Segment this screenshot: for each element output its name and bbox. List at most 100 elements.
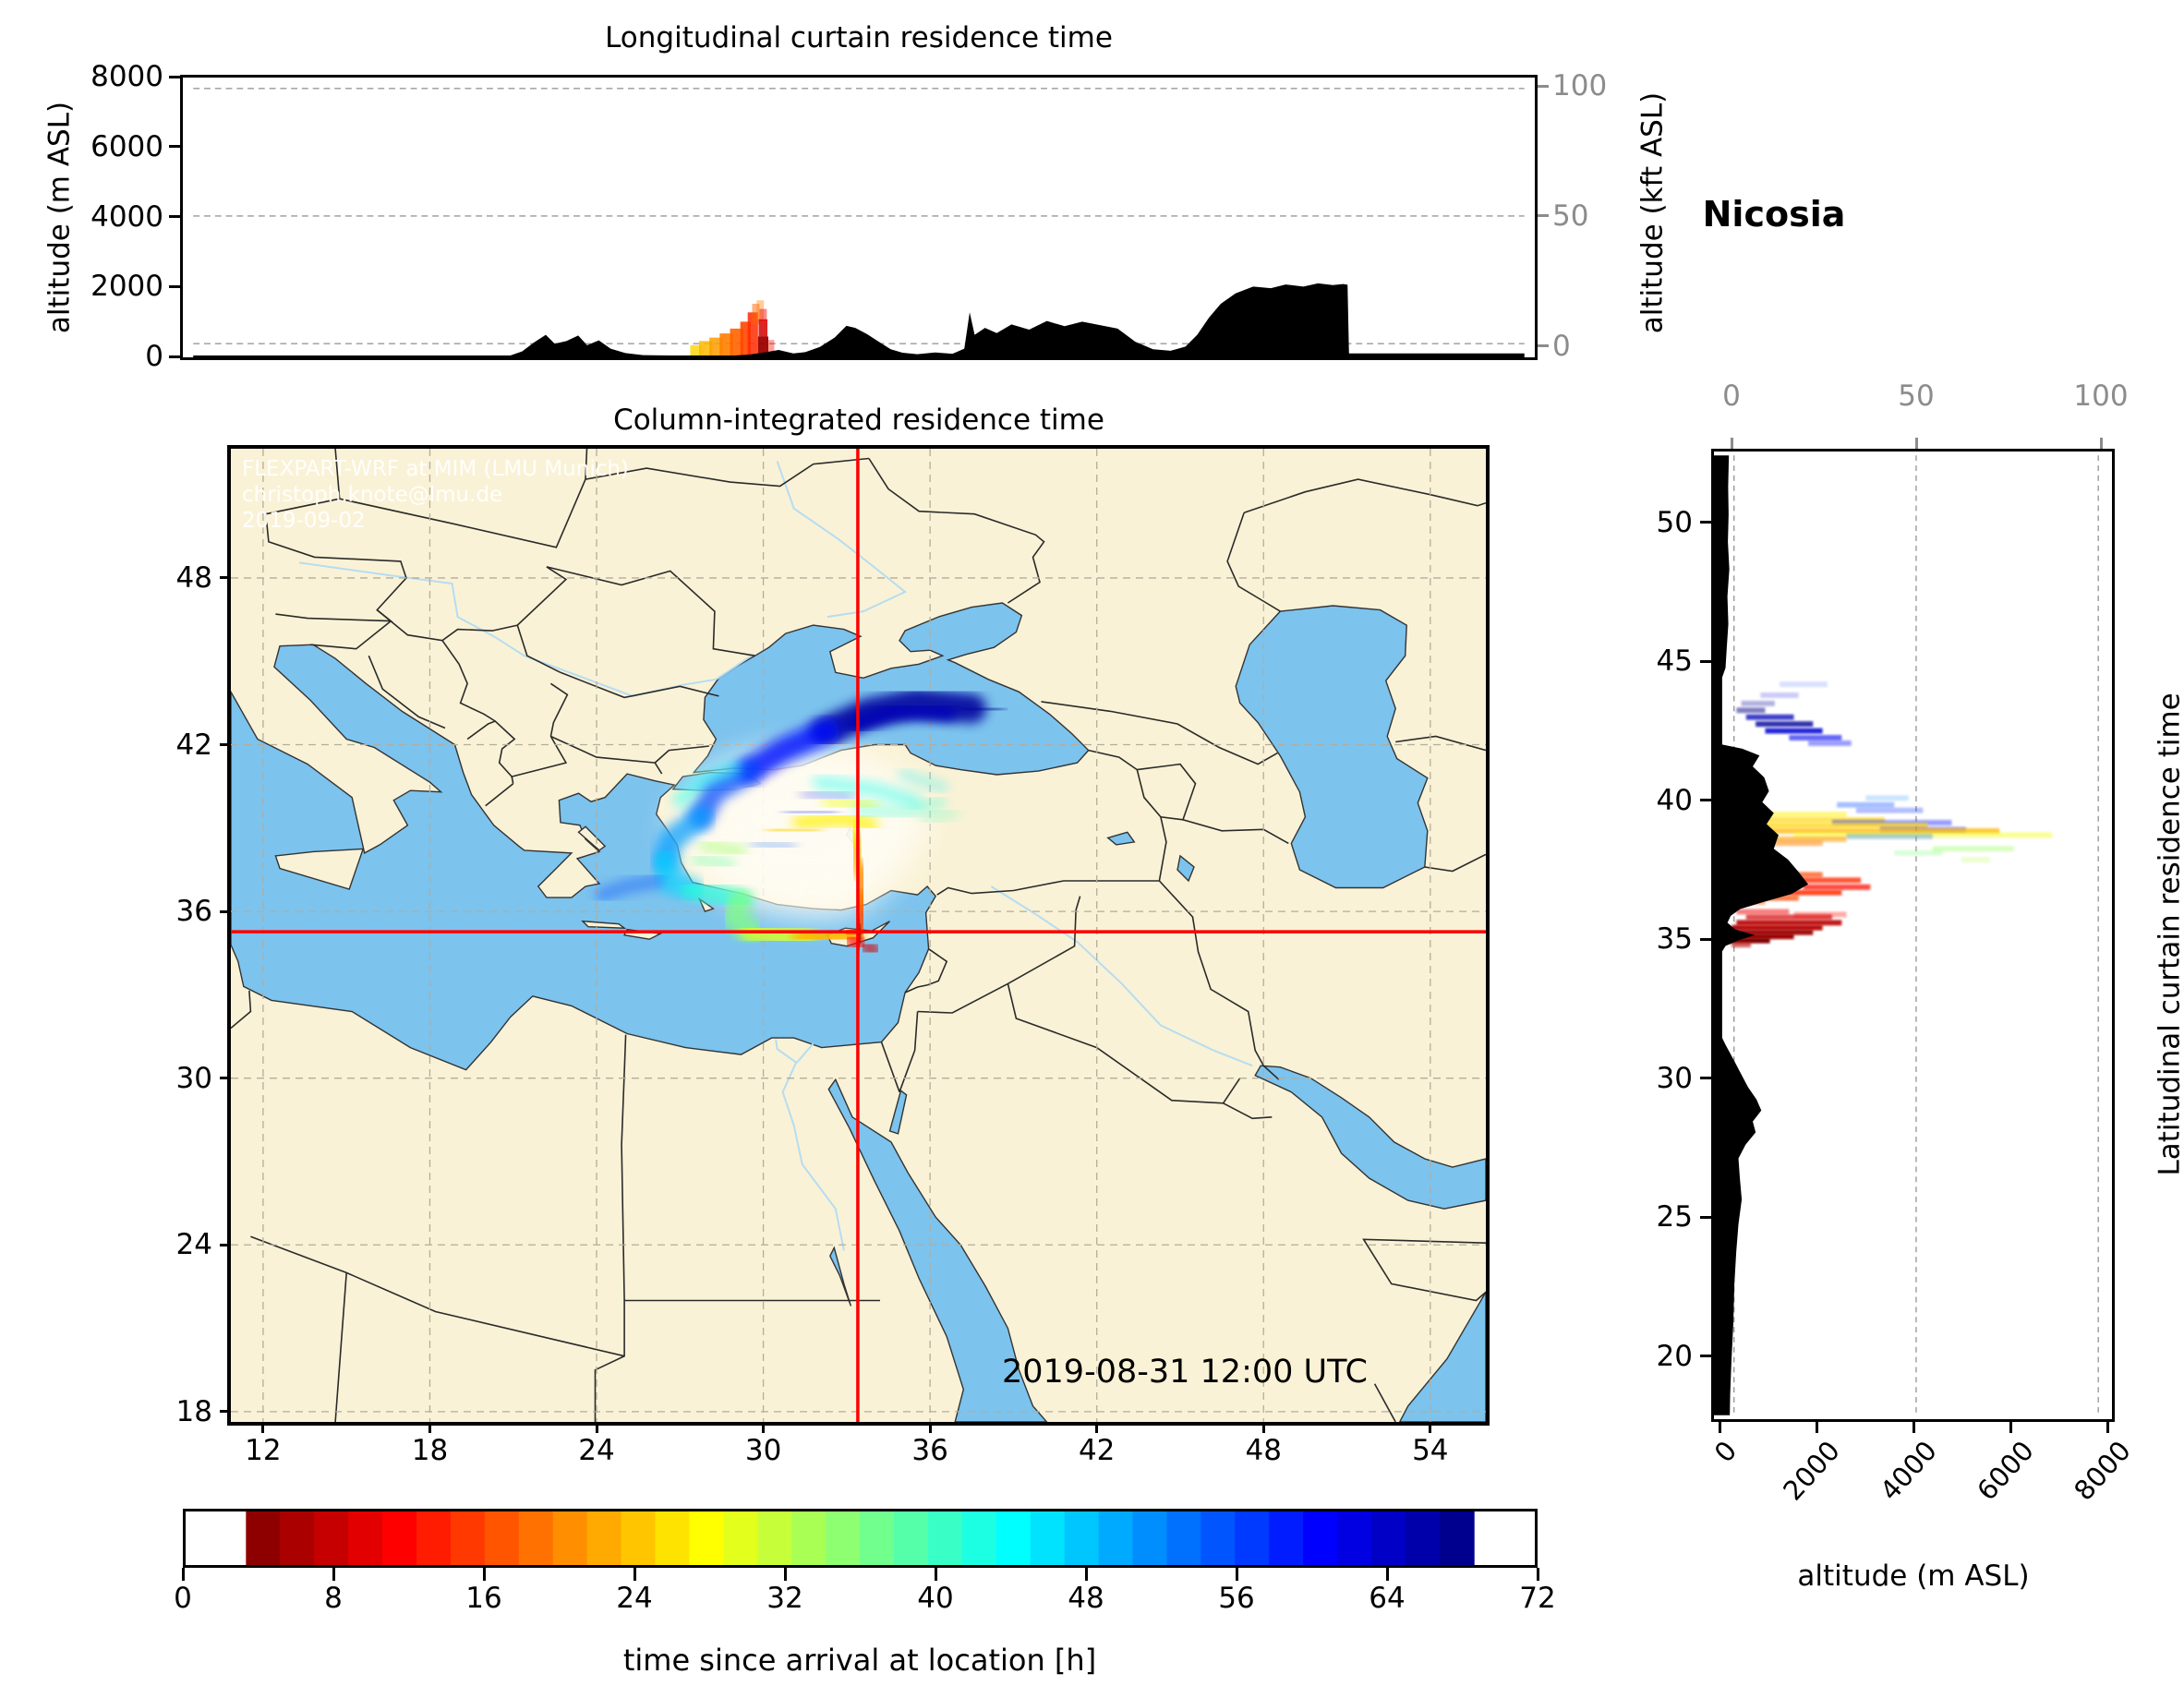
tick-mark xyxy=(169,215,180,218)
country-border xyxy=(1158,880,1280,1080)
altitude-m-tick: 4000 xyxy=(90,199,163,234)
tick-mark xyxy=(261,1422,265,1433)
tick-mark xyxy=(1538,214,1549,218)
tick-mark xyxy=(1084,1568,1088,1581)
right-alt-tick: 2000 xyxy=(1777,1434,1846,1507)
river-line xyxy=(781,1061,845,1251)
watermark-line: christoph.knote@lmu.de xyxy=(242,483,503,508)
country-border xyxy=(585,457,869,488)
country-border xyxy=(485,783,514,807)
colorbar-segment xyxy=(826,1511,861,1565)
country-border xyxy=(310,620,392,650)
tick-mark xyxy=(2009,1422,2012,1433)
tick-mark xyxy=(220,1077,231,1080)
tick-mark xyxy=(1718,1422,1721,1433)
right-lat-tick: 35 xyxy=(1656,922,1693,957)
watermark-text: FLEXPART-WRF at MIM (LMU Munich) christop… xyxy=(242,456,629,534)
river-line xyxy=(298,561,754,697)
country-border xyxy=(368,655,446,729)
colorbar-segment xyxy=(450,1511,486,1565)
map-lon-tick: 42 xyxy=(1078,1434,1116,1467)
right-lat-tick: 45 xyxy=(1656,644,1693,679)
tick-mark xyxy=(934,1568,937,1581)
colorbar-tick: 24 xyxy=(616,1582,653,1615)
curtain-bar xyxy=(1736,707,1766,714)
top-panel-title: Longitudinal curtain residence time xyxy=(605,21,1113,54)
colorbar-segment xyxy=(893,1511,929,1565)
curtain-bar xyxy=(1745,714,1794,720)
map-datetime-label: 2019-08-31 12:00 UTC xyxy=(1002,1354,1368,1391)
map-lon-tick: 18 xyxy=(411,1434,449,1467)
colorbar-segment xyxy=(757,1511,793,1565)
map-lon-tick: 48 xyxy=(1245,1434,1282,1467)
curtain-cell xyxy=(740,321,751,356)
colorbar-segment xyxy=(1337,1511,1372,1565)
plume-stroke xyxy=(766,823,823,837)
colorbar-tick: 0 xyxy=(174,1582,192,1615)
country-border xyxy=(926,948,948,986)
country-border xyxy=(516,624,561,674)
tick-mark xyxy=(169,355,180,358)
curtain-bar xyxy=(1780,681,1828,688)
colorbar-segment xyxy=(1303,1511,1338,1565)
right-lat-tick: 25 xyxy=(1656,1200,1693,1234)
country-border xyxy=(1424,853,1486,873)
river-line xyxy=(795,1042,814,1064)
curtain-cell xyxy=(768,340,775,353)
plume-stroke xyxy=(691,852,736,871)
colorbar-tick: 16 xyxy=(465,1582,502,1615)
tick-mark xyxy=(1815,1422,1818,1433)
colorbar-segment xyxy=(1235,1511,1271,1565)
island-polygon xyxy=(697,897,715,912)
altitude-kft-tick: 50 xyxy=(1552,199,1589,233)
island-polygon xyxy=(577,825,607,851)
colorbar-segment xyxy=(689,1511,725,1565)
tick-mark xyxy=(1429,1422,1432,1433)
colorbar-segment xyxy=(927,1511,963,1565)
tick-mark xyxy=(220,1243,231,1246)
plume-stroke xyxy=(920,808,959,825)
country-border xyxy=(1041,701,1278,765)
curtain-bar xyxy=(1760,812,1847,818)
curtain-bar xyxy=(1789,735,1842,741)
sea-polygon xyxy=(829,1246,852,1307)
map-lat-tick: 18 xyxy=(175,1394,212,1428)
tick-mark xyxy=(1700,1355,1711,1358)
tick-mark xyxy=(783,1568,787,1581)
curtain-bar xyxy=(1756,721,1814,728)
country-border xyxy=(560,671,719,699)
plume-stroke xyxy=(852,796,947,818)
colorbar-segment xyxy=(860,1511,895,1565)
curtain-bar xyxy=(1721,933,1794,940)
country-border xyxy=(265,449,407,622)
map-lon-tick: 54 xyxy=(1412,1434,1449,1467)
map-lon-tick: 36 xyxy=(911,1434,948,1467)
colorbar-tick: 40 xyxy=(917,1582,954,1615)
curtain-cell xyxy=(758,319,768,337)
colorbar-segment xyxy=(1098,1511,1134,1565)
curtain-bar xyxy=(1741,836,1847,842)
colorbar-segment xyxy=(723,1511,759,1565)
colorbar-segment xyxy=(1132,1511,1168,1565)
curtain-cell xyxy=(756,300,765,321)
map-lat-tick: 48 xyxy=(175,560,212,595)
colorbar-label: time since arrival at location [h] xyxy=(622,1643,1097,1678)
right-lat-tick: 30 xyxy=(1656,1061,1693,1095)
plume-stroke xyxy=(792,811,879,833)
map-lat-tick: 42 xyxy=(175,728,212,762)
curtain-bar xyxy=(1855,807,1924,813)
sea-polygon xyxy=(231,644,937,1071)
tick-mark xyxy=(1700,1215,1711,1219)
map-lon-tick: 12 xyxy=(245,1434,282,1467)
curtain-bar xyxy=(1732,942,1751,948)
altitude-m-tick: 8000 xyxy=(90,60,163,93)
country-border xyxy=(1395,735,1486,752)
country-border xyxy=(1373,1383,1396,1422)
country-border xyxy=(250,1235,625,1357)
country-border xyxy=(1137,763,1197,821)
country-border xyxy=(1088,749,1138,771)
altitude-m-tick: 6000 xyxy=(90,129,163,163)
curtain-bar xyxy=(1727,937,1770,944)
river-line xyxy=(990,885,1253,1067)
right-alt-tick: 4000 xyxy=(1874,1434,1943,1507)
